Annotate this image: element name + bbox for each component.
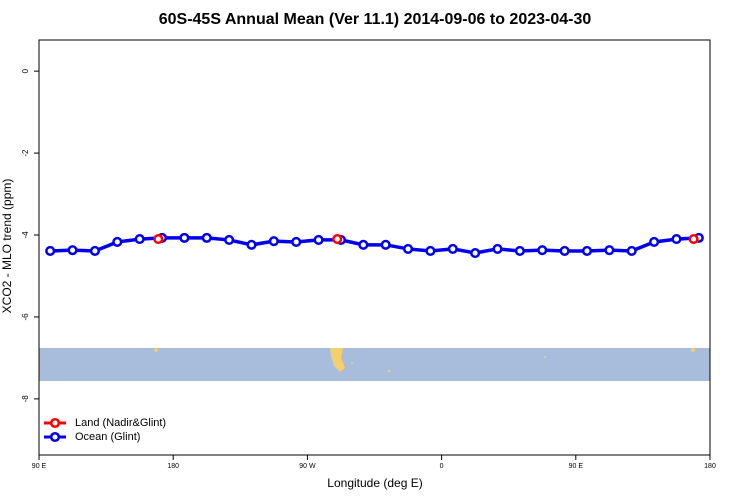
y-tick-label: -8 (21, 395, 30, 403)
point (688, 234, 699, 245)
point (581, 245, 593, 257)
point (380, 239, 391, 250)
y-tick-label: -2 (21, 149, 30, 157)
legend-marker (49, 417, 61, 429)
point (403, 243, 414, 254)
point (358, 239, 369, 250)
legend-label: Ocean (Glint) (75, 431, 140, 443)
map-land (154, 348, 695, 373)
y-axis-label: XCO2 - MLO trend (ppm) (0, 179, 14, 314)
y-tick-label: -6 (21, 313, 30, 321)
point (246, 239, 257, 250)
point (134, 234, 145, 245)
x-tick-label: 180 (704, 463, 716, 470)
point (649, 236, 660, 248)
point (179, 232, 190, 243)
point (201, 232, 212, 243)
chart-title: 60S-45S Annual Mean (Ver 11.1) 2014-09-0… (159, 11, 592, 28)
x-tick-label: 90 E (32, 463, 47, 470)
legend-marker (49, 431, 61, 443)
point (537, 245, 548, 256)
point (153, 234, 164, 245)
point (514, 245, 525, 257)
point (626, 245, 637, 257)
point (291, 236, 302, 248)
x-tick-label: 180 (167, 463, 179, 470)
plot-frame (38, 39, 711, 456)
point (313, 234, 324, 245)
point (425, 245, 436, 257)
point (45, 245, 56, 257)
point (470, 247, 481, 259)
point (89, 245, 100, 257)
x-tick-label: 0 (440, 463, 444, 470)
point (559, 245, 570, 257)
x-tick-label: 90 E (569, 463, 584, 470)
point (112, 236, 123, 248)
point (492, 243, 503, 254)
map-strip (39, 348, 710, 381)
point (671, 234, 682, 245)
point (67, 245, 78, 256)
y-tick-label: -4 (21, 231, 30, 239)
point (224, 234, 235, 245)
point (447, 243, 458, 254)
legend-label: Land (Nadir&Glint) (75, 417, 166, 429)
series-line (50, 236, 699, 255)
x-tick-label: 90 W (299, 463, 316, 470)
x-axis-label: Longitude (deg E) (327, 476, 422, 490)
point (604, 245, 615, 256)
point (332, 234, 343, 245)
y-tick-label: 0 (21, 68, 30, 73)
point (268, 236, 279, 247)
